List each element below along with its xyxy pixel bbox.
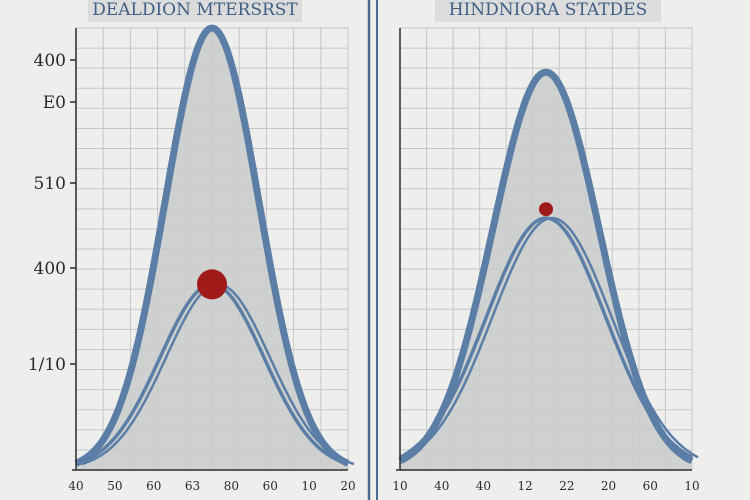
x-tick-label: 60 [263, 479, 278, 493]
axes [396, 28, 692, 471]
y-tick-labels: 400 E0 510 400 1/10 [28, 51, 76, 375]
curve-areas [76, 28, 348, 470]
x-tick-label: 60 [643, 479, 658, 493]
x-tick-label: 10 [392, 479, 407, 493]
series-line [74, 24, 350, 467]
x-tick-label: 40 [68, 479, 83, 493]
y-tick-label: 400 [34, 259, 66, 279]
y-tick-label: 510 [34, 174, 66, 194]
x-tick-label: 22 [559, 479, 574, 493]
title-box [435, 0, 661, 22]
curve-areas [400, 72, 692, 470]
title-box [88, 0, 302, 22]
x-tick-label: 20 [601, 479, 616, 493]
left-chart: DEALDION MTERSRST 400 E0 510 400 1/10 40 50 60… [28, 0, 356, 493]
data-point [197, 269, 227, 300]
curve-lines [398, 68, 699, 465]
right-chart: HINDNIORA STATDES 10 40 40 12 22 20 60 10 [392, 0, 700, 493]
data-point [539, 202, 553, 217]
series-line [398, 68, 694, 465]
chart-title: HINDNIORA STATDES [449, 0, 647, 20]
x-tick-label: 12 [518, 479, 533, 493]
x-tick-label: 63 [185, 479, 200, 493]
curve-area [400, 72, 692, 470]
x-tick-label: 20 [340, 479, 355, 493]
x-tick-label: 80 [224, 479, 239, 493]
y-tick-label: 1/10 [28, 355, 66, 375]
chart-title: DEALDION MTERSRST [92, 0, 298, 20]
x-tick-labels: 10 40 40 12 22 20 60 10 [392, 479, 699, 493]
x-tick-label: 10 [684, 479, 699, 493]
marker-layer [539, 202, 553, 217]
marker-layer [197, 269, 227, 300]
y-tick-label: 400 [34, 51, 66, 71]
series-line [405, 216, 699, 459]
x-tick-label: 40 [476, 479, 491, 493]
x-tick-label: 50 [107, 479, 122, 493]
y-tick-label: E0 [43, 93, 66, 113]
curve-area [76, 28, 348, 470]
x-tick-label: 60 [146, 479, 161, 493]
x-tick-label: 10 [302, 479, 317, 493]
x-tick-labels: 40 50 60 63 80 60 10 20 [68, 479, 355, 493]
x-tick-label: 40 [434, 479, 449, 493]
